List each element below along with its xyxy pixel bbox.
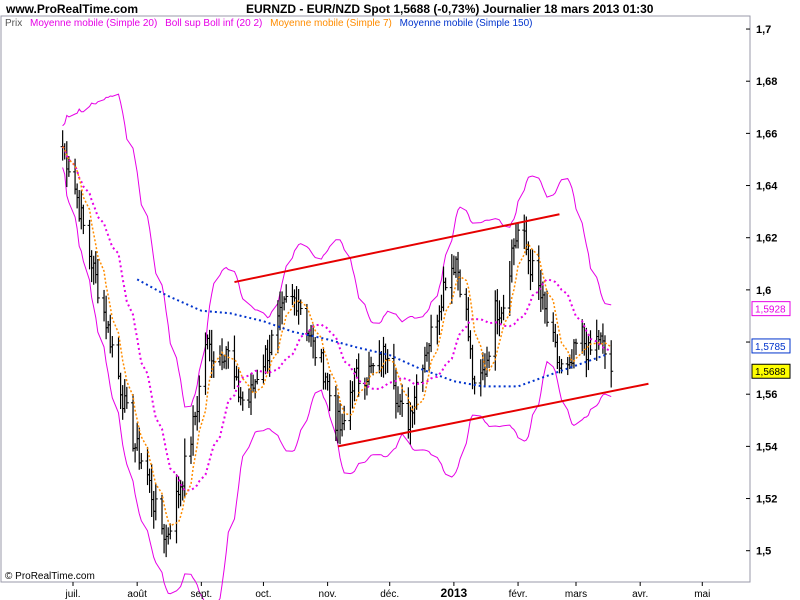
y-tick-label: 1,64 (756, 181, 778, 193)
trend-channel (234, 213, 649, 448)
channel-upper (234, 213, 560, 284)
ohlc-bar (516, 222, 521, 249)
sma150-line (136, 278, 606, 388)
ohlc-bar (356, 353, 361, 397)
ohlc-bars (60, 130, 614, 558)
x-tick-label: 2013 (441, 586, 468, 600)
ohlc-bar (153, 483, 158, 521)
channel-lower (337, 382, 649, 448)
bollinger-bands (62, 93, 612, 600)
y-tick-label: 1,62 (756, 233, 777, 245)
x-axis: juil. août sept. oct. nov. déc. 2013 févr. mars a… (64, 582, 710, 600)
y-axis: 1,71,681,661,641,621,61,581,561,541,521,… (746, 24, 778, 558)
ohlc-bar (385, 349, 390, 373)
ohlc-bar (110, 336, 115, 358)
x-tick-label: déc. (380, 589, 399, 600)
ohlc-bar (284, 284, 289, 303)
price-labels: 1,5928 1,5785 1,5688 (751, 301, 791, 379)
y-tick-label: 1,66 (756, 128, 777, 140)
y-tick-label: 1,6 (756, 285, 771, 297)
ohlc-bar (530, 249, 535, 282)
chart-title: EURNZD - EUR/NZD Spot 1,5688 (-0,73%) Jo… (246, 2, 654, 16)
moving-averages (61, 146, 612, 527)
ohlc-bar (81, 204, 86, 235)
y-tick-label: 1,5 (756, 546, 771, 558)
ohlc-bar (602, 335, 607, 369)
price-label-box (751, 338, 791, 354)
ohlc-bar (139, 452, 144, 470)
y-tick-label: 1,54 (756, 441, 778, 453)
bollinger-upper (62, 93, 612, 408)
price-label-box (751, 363, 791, 379)
ohlc-bar (226, 341, 231, 369)
ohlc-bar (255, 369, 260, 385)
y-tick-label: 1,68 (756, 76, 777, 88)
x-tick-label: juil. (64, 589, 80, 600)
ohlc-bar (168, 523, 173, 540)
x-tick-label: oct. (255, 589, 271, 600)
ohlc-bar (124, 386, 129, 409)
ohlc-bar (313, 337, 318, 366)
ohlc-bar (443, 277, 448, 291)
price-label: 1,5688 (755, 367, 786, 378)
legend-sma7: Moyenne mobile (Simple 7) (270, 18, 392, 29)
ohlc-bar (327, 374, 332, 412)
price-label-box (751, 301, 791, 317)
copyright: © ProRealTime.com (5, 571, 95, 582)
ohlc-bar (458, 269, 463, 298)
plot-area (0, 15, 751, 583)
x-tick-label: sept. (190, 589, 212, 600)
sma7-line (62, 146, 612, 527)
y-tick-label: 1,52 (756, 494, 777, 506)
ohlc-bar (487, 351, 492, 369)
x-tick-label: avr. (632, 589, 648, 600)
legend-price: Prix (5, 18, 23, 29)
legend-sma150: Moyenne mobile (Simple 150) (399, 18, 533, 29)
price-label: 1,5928 (755, 305, 786, 316)
x-tick-label: mai (694, 589, 710, 600)
ohlc-bar (609, 340, 614, 388)
ohlc-bar (429, 314, 434, 353)
bollinger-lower (62, 167, 612, 600)
ohlc-bar (66, 156, 71, 177)
ohlc-bar (240, 391, 245, 411)
legend-bollinger: Boll sup Boll inf (20 2) (165, 18, 263, 29)
legend-sma20: Moyenne mobile (Simple 20) (30, 18, 158, 29)
x-tick-label: févr. (509, 589, 528, 600)
ohlc-bar (501, 294, 506, 321)
x-tick-label: nov. (319, 589, 337, 600)
y-tick-label: 1,7 (756, 24, 771, 36)
ohlc-bar (269, 329, 274, 356)
sma20-line (61, 146, 612, 492)
x-tick-label: mars (565, 589, 587, 600)
y-tick-label: 1,56 (756, 389, 777, 401)
ohlc-bar (574, 338, 579, 356)
ohlc-bar (414, 374, 419, 410)
ohlc-bar (588, 330, 593, 355)
ohlc-bar (400, 384, 405, 417)
ohlc-bar (95, 258, 100, 304)
chart-legend: Prix Moyenne mobile (Simple 20) Boll sup… (5, 18, 537, 29)
x-tick-label: août (127, 589, 147, 600)
price-label: 1,5785 (755, 342, 786, 353)
ohlc-bar (545, 290, 550, 327)
header-bar: www.ProRealTime.com EURNZD - EUR/NZD Spo… (0, 0, 800, 17)
ohlc-bar (182, 438, 187, 499)
site-name[interactable]: www.ProRealTime.com (6, 2, 139, 16)
ohlc-bar (342, 405, 347, 431)
ohlc-bar (197, 375, 202, 423)
